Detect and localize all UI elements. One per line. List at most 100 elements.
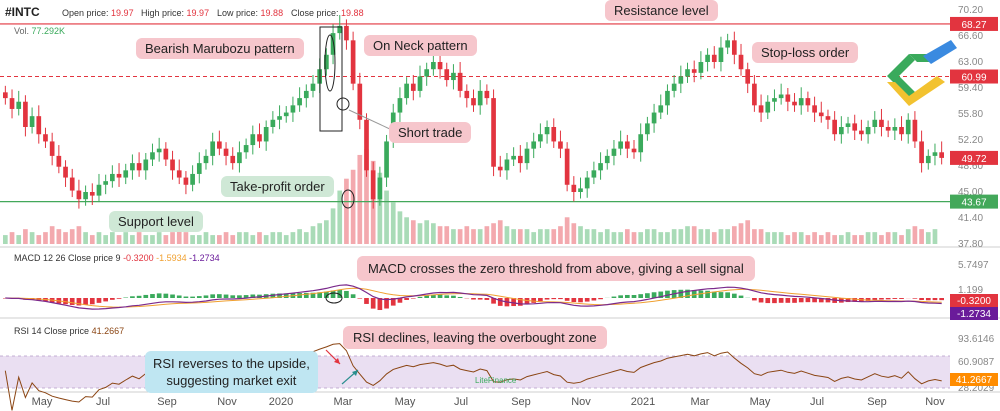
volume-bar xyxy=(290,232,296,244)
volume-bar xyxy=(283,235,289,244)
candle-body xyxy=(564,148,570,185)
rsi-label: RSI 14 Close price xyxy=(14,326,90,336)
macd-histogram-bar xyxy=(76,298,82,306)
volume-bar xyxy=(805,235,811,244)
volume-bar xyxy=(196,235,202,244)
macd-histogram-bar xyxy=(350,294,356,298)
volume-bar xyxy=(551,229,557,244)
volume-bar xyxy=(838,235,844,244)
macd-histogram-bar xyxy=(798,298,804,303)
candle-body xyxy=(838,127,844,135)
volume-bar xyxy=(872,232,878,244)
candle-body xyxy=(578,188,583,192)
macd-histogram-bar xyxy=(731,293,737,298)
volume-bar xyxy=(511,229,516,244)
candle-body xyxy=(410,83,416,91)
macd-histogram-bar xyxy=(818,298,824,303)
rsi-tick-label: 28.2029 xyxy=(958,383,995,394)
volume-bar xyxy=(624,229,630,244)
candle-body xyxy=(645,123,650,135)
candle-body xyxy=(671,83,677,91)
candle-body xyxy=(778,94,784,99)
macd-histogram-bar xyxy=(297,293,302,298)
macd-histogram-bar xyxy=(384,298,389,309)
candle-body xyxy=(798,98,804,106)
macd-histogram-bar xyxy=(310,292,316,298)
macd-histogram-bar xyxy=(919,298,924,301)
volume-bar xyxy=(76,226,82,244)
volume-bar xyxy=(297,229,302,244)
candle-body xyxy=(130,163,135,171)
low-label: Low price: xyxy=(217,8,259,18)
volume-bar xyxy=(491,223,496,244)
candle-body xyxy=(310,83,316,91)
volume-bar xyxy=(110,232,115,244)
volume-bar xyxy=(845,232,851,244)
macd-histogram-bar xyxy=(598,298,603,300)
marubozu-highlight-ellipse xyxy=(324,34,336,92)
macd-histogram-bar xyxy=(678,289,684,298)
volume-bar xyxy=(671,229,677,244)
volume-bar xyxy=(3,235,8,244)
macd-histogram-bar xyxy=(564,298,570,301)
macd-histogram-bar xyxy=(812,298,817,303)
candle-body xyxy=(451,72,456,81)
candle-body xyxy=(324,54,329,70)
rsi-reverses-callout: RSI reverses to the upside, suggesting m… xyxy=(145,351,318,393)
price-tick-label: 41.40 xyxy=(958,213,983,224)
volume-bar xyxy=(852,235,858,244)
candle-body xyxy=(170,159,175,171)
macd-value-2: -1.5934 xyxy=(156,253,187,263)
candle-body xyxy=(203,155,209,164)
candle-body xyxy=(123,170,129,178)
volume-bar xyxy=(49,226,55,244)
candle-body xyxy=(270,119,276,127)
macd-tick-label: 1.199 xyxy=(958,285,983,296)
volume-bar xyxy=(631,232,637,244)
candle-body xyxy=(491,98,496,167)
close-value: 19.88 xyxy=(341,8,364,18)
volume-bar xyxy=(651,229,657,244)
volume-bar xyxy=(270,232,276,244)
volume-bar xyxy=(611,232,617,244)
macd-histogram-bar xyxy=(578,298,583,303)
macd-histogram-bar xyxy=(885,298,891,300)
price-badge-label: 60.99 xyxy=(961,73,986,84)
volume-bar xyxy=(859,235,864,244)
macd-histogram-bar xyxy=(591,298,597,301)
volume-bar xyxy=(618,232,623,244)
on-neck-callout: On Neck pattern xyxy=(364,35,477,56)
volume-bar xyxy=(725,229,730,244)
candle-body xyxy=(591,170,597,178)
macd-histogram-bar xyxy=(772,298,777,304)
macd-histogram-bar xyxy=(618,295,623,298)
macd-histogram-bar xyxy=(344,290,349,298)
macd-histogram-bar xyxy=(330,290,336,298)
candle-body xyxy=(919,141,924,164)
candle-body xyxy=(397,98,403,113)
time-tick-label: Jul xyxy=(96,396,110,408)
candle-body xyxy=(678,76,684,84)
candle-body xyxy=(825,116,831,120)
candle-body xyxy=(250,134,256,146)
candle-body xyxy=(752,83,757,106)
resistance-callout: Resistance level xyxy=(605,0,718,21)
high-price: High price: 19.97 xyxy=(141,8,209,18)
candle-body xyxy=(277,116,282,120)
low-price: Low price: 19.88 xyxy=(217,8,283,18)
volume-bar xyxy=(905,229,911,244)
macd-histogram-bar xyxy=(377,298,383,311)
candle-body xyxy=(618,141,623,149)
price-tick-label: 70.20 xyxy=(958,5,983,16)
macd-histogram-bar xyxy=(484,298,490,300)
candle-body xyxy=(196,163,202,174)
volume-bar xyxy=(183,232,189,244)
candle-body xyxy=(912,119,918,142)
short-trade-callout: Short trade xyxy=(389,122,472,143)
candle-body xyxy=(431,62,436,70)
candle-body xyxy=(150,152,155,160)
candle-body xyxy=(551,127,557,142)
volume-bar xyxy=(310,226,316,244)
volume-bar xyxy=(130,235,135,244)
candle-body xyxy=(725,40,730,48)
